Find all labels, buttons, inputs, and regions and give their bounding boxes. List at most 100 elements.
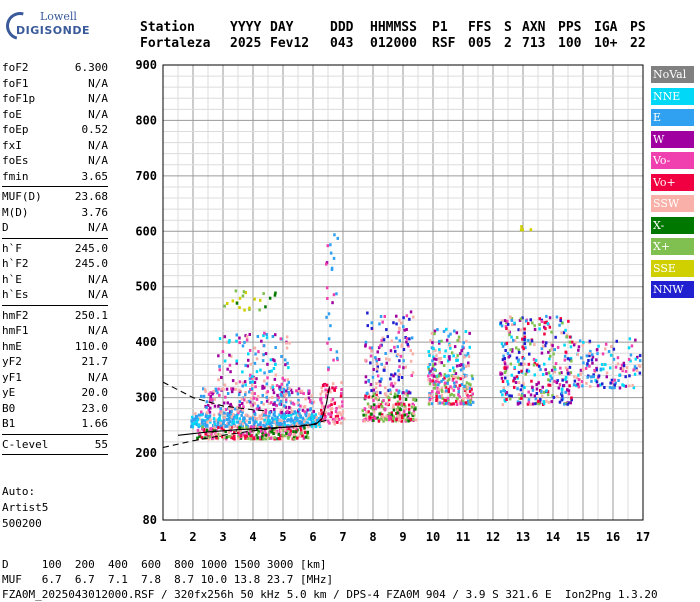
- echo-point: [538, 323, 541, 327]
- echo-point: [299, 428, 303, 432]
- echo-point: [323, 384, 326, 388]
- param-row: h`F 245.0: [2, 241, 108, 257]
- echo-point: [223, 435, 226, 439]
- echo-point: [555, 315, 559, 319]
- y-tick-label: 600: [135, 224, 157, 238]
- echo-point: [527, 398, 531, 402]
- profile-trace-dashed-lower: [162, 419, 329, 449]
- echo-point: [342, 417, 346, 421]
- echo-point: [286, 409, 289, 413]
- echo-point: [500, 376, 504, 380]
- echo-point: [375, 405, 378, 409]
- echo-point: [435, 357, 438, 361]
- echo-point: [211, 392, 214, 396]
- echo-point: [326, 419, 330, 423]
- echo-point: [218, 368, 221, 372]
- echo-point: [332, 358, 335, 362]
- echo-point: [283, 427, 287, 431]
- echo-point: [530, 339, 534, 343]
- echo-point: [544, 327, 547, 331]
- echo-point: [253, 421, 257, 425]
- echo-point: [274, 333, 277, 337]
- echo-point: [408, 391, 412, 395]
- echo-point: [441, 401, 444, 405]
- echo-point: [438, 401, 442, 405]
- echo-point: [268, 370, 271, 373]
- echo-point: [569, 371, 573, 375]
- echo-point: [541, 373, 545, 376]
- echo-point: [559, 317, 562, 321]
- echo-point: [331, 301, 334, 305]
- echo-point: [452, 375, 455, 378]
- echo-point: [564, 366, 568, 370]
- echo-point: [561, 378, 564, 382]
- echo-point: [462, 341, 465, 345]
- echo-point: [431, 364, 435, 368]
- echo-point: [276, 393, 279, 397]
- echo-point: [390, 373, 393, 377]
- echo-point: [219, 421, 222, 425]
- echo-point: [287, 414, 290, 417]
- echo-point: [377, 358, 381, 361]
- echo-point: [460, 383, 464, 386]
- echo-point: [467, 399, 470, 403]
- echo-point: [261, 386, 264, 390]
- param-value: 0.52: [81, 123, 109, 136]
- echo-point: [459, 402, 462, 406]
- echo-point: [277, 432, 280, 436]
- echo-point: [412, 417, 415, 421]
- echo-point: [238, 393, 241, 397]
- echo-point: [268, 437, 271, 440]
- echo-point: [241, 402, 244, 405]
- echo-point: [325, 383, 329, 387]
- echo-point: [260, 401, 263, 404]
- echo-point: [224, 430, 227, 434]
- echo-point: [429, 395, 433, 399]
- legend-item-nne: NNE: [651, 87, 694, 105]
- echo-point: [427, 366, 430, 369]
- echo-point: [323, 416, 327, 420]
- echo-point: [223, 411, 226, 415]
- echo-point: [307, 391, 311, 395]
- param-name: foF1p: [2, 92, 36, 105]
- echo-point: [200, 410, 203, 414]
- echo-point: [565, 380, 568, 384]
- echo-point: [499, 390, 503, 394]
- echo-point: [608, 385, 612, 389]
- echo-point: [217, 378, 220, 382]
- echo-point: [512, 379, 515, 383]
- echo-point: [470, 387, 473, 391]
- echo-point: [520, 225, 523, 229]
- echo-point: [255, 397, 259, 401]
- echo-point: [285, 346, 289, 350]
- param-name: fxI: [2, 138, 22, 152]
- echo-point: [447, 390, 450, 394]
- echo-point: [563, 402, 566, 406]
- echo-point: [428, 382, 432, 386]
- echo-point: [442, 329, 446, 333]
- echo-point: [330, 411, 333, 415]
- param-row: fxI N/A: [2, 138, 108, 154]
- echo-point: [545, 341, 548, 345]
- echo-point: [453, 385, 456, 389]
- echo-point: [553, 348, 556, 352]
- echo-point: [402, 348, 406, 351]
- echo-point: [391, 384, 395, 388]
- header-value: 2025: [230, 36, 262, 51]
- echo-point: [253, 297, 256, 301]
- echo-point: [193, 422, 196, 426]
- echo-point: [502, 354, 505, 358]
- echo-point: [196, 436, 199, 440]
- echo-point: [217, 432, 220, 436]
- echo-point: [218, 393, 221, 397]
- echo-point: [253, 419, 256, 423]
- param-row: h`E N/A: [2, 272, 108, 288]
- echo-point: [368, 346, 372, 350]
- echo-point: [340, 381, 343, 385]
- echo-point: [366, 311, 369, 315]
- echo-point: [297, 398, 300, 402]
- echo-point: [198, 435, 201, 438]
- echo-point: [380, 338, 383, 342]
- echo-point: [236, 428, 240, 432]
- echo-point: [586, 362, 589, 366]
